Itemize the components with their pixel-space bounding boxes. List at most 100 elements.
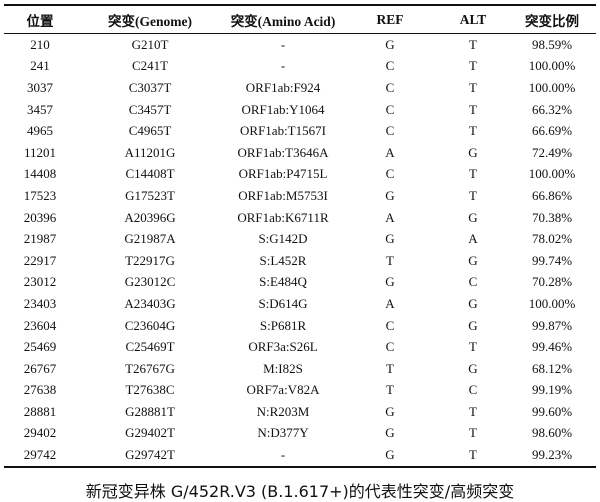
cell-ref: C xyxy=(385,123,395,139)
cell-ref: T xyxy=(386,360,394,376)
cell-mutation-ratio: 100.00% xyxy=(528,166,576,182)
cell-alt: T xyxy=(469,101,477,117)
table-row: 27638 T27638C ORF7a:V82A T C 99.19% xyxy=(4,380,596,402)
table-row: 25469 C25469T ORF3a:S26L C T 99.46% xyxy=(4,336,596,358)
cell-amino-acid-mutation: S:P681R xyxy=(259,317,307,333)
cell-alt: T xyxy=(469,58,477,74)
cell-ref: A xyxy=(385,295,395,311)
cell-mutation-ratio: 98.59% xyxy=(531,36,573,52)
cell-mutation-ratio: 99.87% xyxy=(531,317,573,333)
table-row: 26767 T26767G M:I82S T G 68.12% xyxy=(4,358,596,380)
cell-mutation-ratio: 72.49% xyxy=(531,144,573,160)
cell-amino-acid-mutation: N:D377Y xyxy=(257,425,309,441)
cell-genome-mutation: C3037T xyxy=(128,79,172,95)
cell-ref: C xyxy=(385,166,395,182)
cell-amino-acid-mutation: - xyxy=(280,447,286,463)
cell-mutation-ratio: 70.38% xyxy=(531,209,573,225)
cell-alt: G xyxy=(468,252,478,268)
header-ref: REF xyxy=(342,5,438,34)
cell-ref: C xyxy=(385,58,395,74)
cell-amino-acid-mutation: S:G142D xyxy=(258,231,308,247)
cell-amino-acid-mutation: ORF1ab:Y1064 xyxy=(241,101,325,117)
cell-amino-acid-mutation: S:E484Q xyxy=(259,274,307,290)
cell-mutation-ratio: 66.86% xyxy=(531,187,573,203)
cell-amino-acid-mutation: ORF1ab:T3646A xyxy=(237,144,329,160)
cell-ref: G xyxy=(385,425,395,441)
cell-position: 210 xyxy=(30,36,50,52)
table-row: 22917 T22917G S:L452R T G 99.74% xyxy=(4,250,596,272)
cell-amino-acid-mutation: ORF1ab:P4715L xyxy=(238,166,328,182)
header-row: 位置 突变(Genome) 突变(Amino Acid) REF ALT 突变比… xyxy=(4,5,596,34)
cell-mutation-ratio: 98.60% xyxy=(531,425,573,441)
cell-position: 17523 xyxy=(23,187,57,203)
cell-mutation-ratio: 70.28% xyxy=(531,274,573,290)
cell-genome-mutation: C241T xyxy=(131,58,169,74)
cell-ref: C xyxy=(385,101,395,117)
cell-mutation-ratio: 78.02% xyxy=(531,231,573,247)
cell-genome-mutation: C14408T xyxy=(125,166,175,182)
cell-amino-acid-mutation: ORF1ab:M5753I xyxy=(238,187,328,203)
cell-position: 23012 xyxy=(23,274,57,290)
cell-amino-acid-mutation: ORF7a:V82A xyxy=(246,382,320,398)
header-alt: ALT xyxy=(438,5,508,34)
table-row: 11201 A11201G ORF1ab:T3646A A G 72.49% xyxy=(4,142,596,164)
cell-genome-mutation: G210T xyxy=(131,36,169,52)
cell-amino-acid-mutation: M:I82S xyxy=(263,360,303,376)
cell-ref: C xyxy=(385,317,395,333)
cell-genome-mutation: T26767G xyxy=(125,360,175,376)
cell-alt: G xyxy=(468,144,478,160)
cell-position: 25469 xyxy=(23,339,57,355)
cell-ref: C xyxy=(385,79,395,95)
cell-mutation-ratio: 100.00% xyxy=(528,58,576,74)
cell-mutation-ratio: 99.19% xyxy=(531,382,573,398)
cell-ref: A xyxy=(385,209,395,225)
cell-alt: T xyxy=(469,36,477,52)
cell-genome-mutation: A23403G xyxy=(124,295,176,311)
cell-alt: T xyxy=(469,123,477,139)
cell-mutation-ratio: 66.32% xyxy=(531,101,573,117)
cell-amino-acid-mutation: S:L452R xyxy=(259,252,307,268)
cell-alt: T xyxy=(469,339,477,355)
cell-position: 29742 xyxy=(23,447,57,463)
header-position: 位置 xyxy=(4,5,76,34)
table-caption: 新冠变异株 G/452R.V3 (B.1.617+)的代表性突变/高频突变 xyxy=(85,482,515,501)
cell-position: 14408 xyxy=(23,166,57,182)
cell-alt: T xyxy=(469,447,477,463)
cell-amino-acid-mutation: - xyxy=(280,36,286,52)
cell-mutation-ratio: 99.46% xyxy=(531,339,573,355)
table-row: 23403 A23403G S:D614G A G 100.00% xyxy=(4,293,596,315)
table-row: 23012 G23012C S:E484Q G C 70.28% xyxy=(4,272,596,294)
cell-position: 3037 xyxy=(27,79,53,95)
cell-genome-mutation: G21987A xyxy=(124,231,176,247)
table-row: 28881 G28881T N:R203M G T 99.60% xyxy=(4,401,596,423)
cell-position: 23604 xyxy=(23,317,57,333)
cell-ref: T xyxy=(386,252,394,268)
cell-genome-mutation: C23604G xyxy=(124,317,176,333)
cell-ref: G xyxy=(385,36,395,52)
cell-ref: C xyxy=(385,339,395,355)
cell-genome-mutation: C4965T xyxy=(128,123,172,139)
cell-mutation-ratio: 99.23% xyxy=(531,447,573,463)
cell-mutation-ratio: 68.12% xyxy=(531,360,573,376)
cell-ref: G xyxy=(385,403,395,419)
cell-alt: A xyxy=(468,231,478,247)
table-row: 14408 C14408T ORF1ab:P4715L C T 100.00% xyxy=(4,164,596,186)
cell-genome-mutation: G29402T xyxy=(125,425,175,441)
cell-alt: T xyxy=(469,403,477,419)
cell-alt: T xyxy=(469,166,477,182)
cell-position: 28881 xyxy=(23,403,57,419)
table-row: 29742 G29742T - G T 99.23% xyxy=(4,444,596,467)
mutation-table: 位置 突变(Genome) 突变(Amino Acid) REF ALT 突变比… xyxy=(4,4,596,468)
table-row: 21987 G21987A S:G142D G A 78.02% xyxy=(4,228,596,250)
cell-alt: T xyxy=(469,79,477,95)
cell-position: 23403 xyxy=(23,295,57,311)
cell-ref: T xyxy=(386,382,394,398)
cell-position: 22917 xyxy=(23,252,57,268)
cell-position: 26767 xyxy=(23,360,57,376)
table-row: 241 C241T - C T 100.00% xyxy=(4,56,596,78)
cell-position: 20396 xyxy=(23,209,57,225)
cell-amino-acid-mutation: ORF1ab:F924 xyxy=(245,79,321,95)
cell-ref: G xyxy=(385,447,395,463)
table-row: 17523 G17523T ORF1ab:M5753I G T 66.86% xyxy=(4,185,596,207)
cell-genome-mutation: A11201G xyxy=(124,144,176,160)
